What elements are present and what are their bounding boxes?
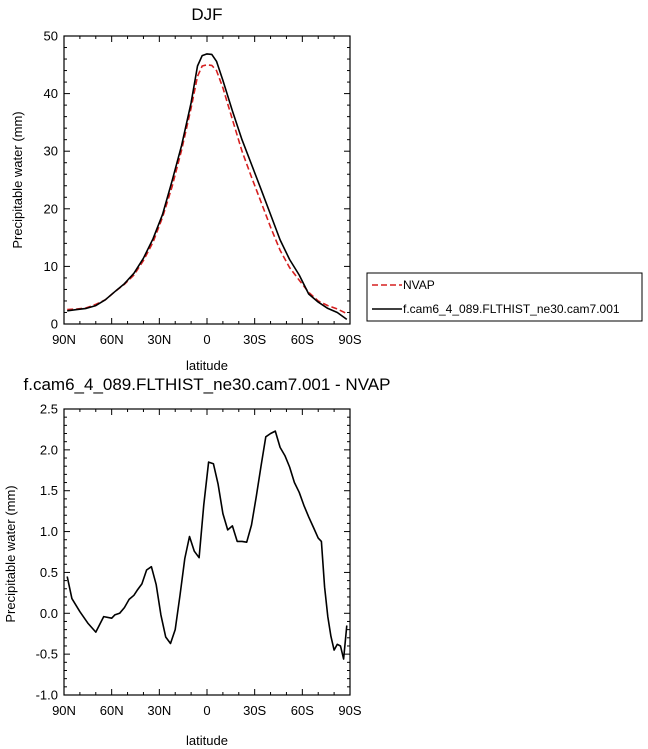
legend-label-model: f.cam6_4_089.FLTHIST_ne30.cam7.001 [403,302,620,316]
top-chart: DJF Precipitable water (mm) latitude 90N… [10,5,362,373]
top-chart-y-axis-label: Precipitable water (mm) [10,111,25,248]
bottom-y-tick-label: 2.0 [40,442,58,457]
bottom-x-tick-label: 60S [291,703,314,718]
top-x-tick-label: 90S [338,332,361,347]
legend-box [366,272,643,322]
bottom-frame [63,408,351,696]
bottom-chart-y-axis-label: Precipitable water (mm) [3,485,18,622]
top-x-tick-label: 60N [100,332,124,347]
top-y-tick-label: 30 [44,144,58,159]
top-x-tick-label: 30N [147,332,171,347]
bottom-y-tick-label: 2.5 [40,402,58,417]
bottom-y-tick-label: 0.5 [40,565,58,580]
bottom-y-tick-label: -1.0 [36,688,58,703]
legend: NVAP f.cam6_4_089.FLTHIST_ne30.cam7.001 [366,272,643,322]
top-x-tick-label: 60S [291,332,314,347]
bottom-y-tick-label: 1.0 [40,524,58,539]
bottom-x-tick-label: 30S [243,703,266,718]
bottom-chart-x-axis-label: latitude [186,733,228,748]
bottom-y-tick-label: 0.0 [40,606,58,621]
bottom-y-tick-label: 1.5 [40,483,58,498]
bottom-x-tick-label: 30N [147,703,171,718]
top-y-tick-label: 0 [51,317,58,332]
top-x-tick-label: 0 [203,332,210,347]
top-series-line-0 [67,64,348,315]
top-y-tick-label: 10 [44,259,58,274]
bottom-y-tick-label: -0.5 [36,647,58,662]
legend-label-nvap: NVAP [403,278,435,292]
top-x-tick-label: 90N [52,332,76,347]
top-y-tick-label: 50 [44,29,58,44]
top-y-tick-label: 20 [44,201,58,216]
top-plot-area: 90N 60N 30N 0 30S 60S 90S 0 10 20 30 40 50 [44,29,362,348]
bottom-chart: f.cam6_4_089.FLTHIST_ne30.cam7.001 - NVA… [3,375,390,748]
top-y-tick-label: 40 [44,86,58,101]
bottom-x-tick-label: 0 [203,703,210,718]
top-frame [63,35,351,325]
bottom-plot-area: 90N 60N 30N 0 30S 60S 90S -1.0 -0.5 0.0 0.5 1.0 1.5 2… [36,402,362,719]
bottom-x-tick-label: 60N [100,703,124,718]
top-chart-x-axis-label: latitude [186,358,228,373]
top-series-line-1 [67,53,348,321]
top-chart-title: DJF [191,5,222,24]
bottom-x-tick-label: 90N [52,703,76,718]
bottom-series-line-0 [66,430,348,660]
bottom-x-tick-label: 90S [338,703,361,718]
top-x-tick-label: 30S [243,332,266,347]
bottom-chart-title: f.cam6_4_089.FLTHIST_ne30.cam7.001 - NVA… [24,375,391,394]
